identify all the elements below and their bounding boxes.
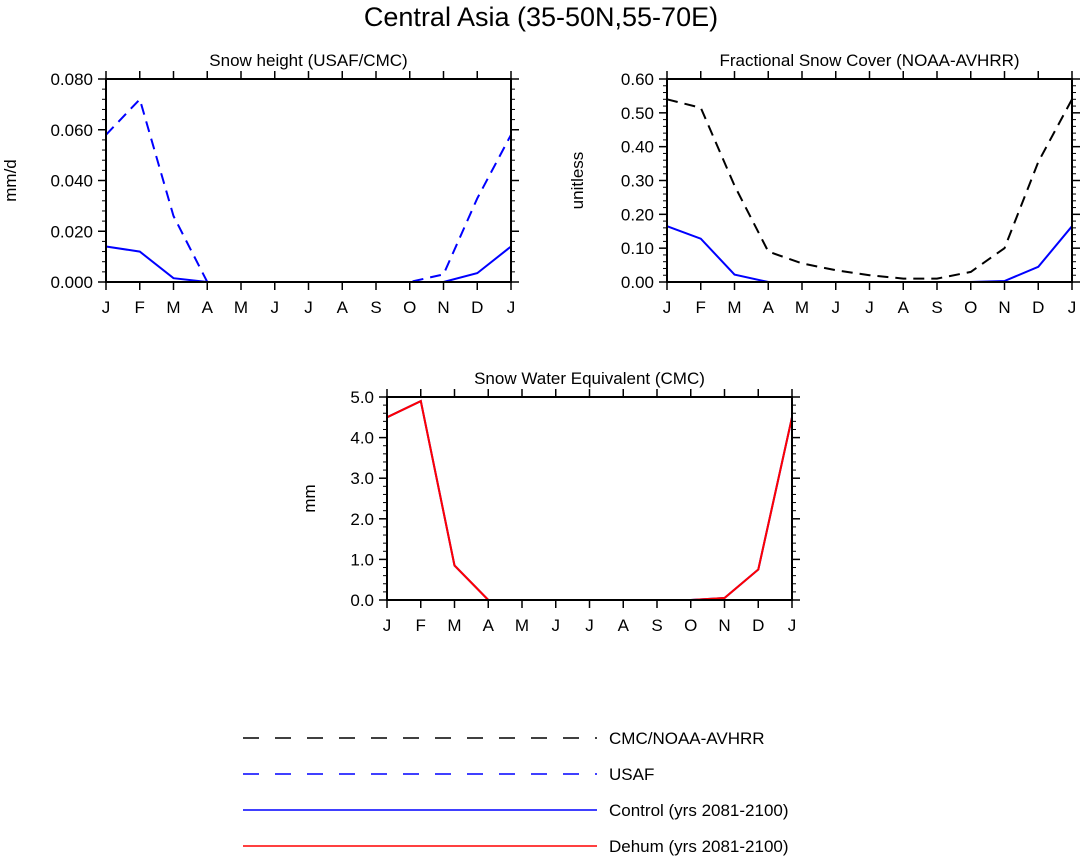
series-line-control-yrs-2081-2100 [666,225,1073,283]
series-line-control-yrs-2081-2100 [105,245,512,283]
x-tick-label: J [585,616,594,635]
y-tick-label: 5.0 [350,388,374,407]
x-tick-label: A [618,616,630,635]
y-tick-label: 0.060 [50,121,93,140]
x-tick-label: S [931,298,942,317]
legend: CMC/NOAA-AVHRR USAF Control (yrs 2081-2100… [243,729,789,856]
x-tick-label: N [437,298,449,317]
x-tick-label: J [788,616,797,635]
series-line-usaf [105,97,512,283]
x-tick-label: D [1032,298,1044,317]
legend-label: CMC/NOAA-AVHRR [609,729,765,748]
y-tick-label: 0.00 [621,273,654,292]
x-tick-label: M [234,298,248,317]
x-tick-label: A [202,298,214,317]
legend-item: Control (yrs 2081-2100) [243,801,789,820]
y-tick-label: 0.20 [621,205,654,224]
x-tick-label: J [383,616,392,635]
x-tick-label: J [832,298,841,317]
x-tick-label: D [752,616,764,635]
series-line-dehum-yrs-2081-2100 [386,399,793,601]
x-tick-label: F [416,616,426,635]
y-tick-label: 0.40 [621,138,654,157]
chart-panel-3: Snow Water Equivalent (CMC) mm J F M A M J J A S O N… [300,369,800,635]
chart-title: Snow height (USAF/CMC) [209,51,407,70]
y-tick-label: 0.000 [50,273,93,292]
chart-panels: Snow height (USAF/CMC)mm/dJ F M A M J J A S O N D J0… [1,51,1080,635]
x-tick-label: J [663,298,672,317]
y-tick-label: 2.0 [350,510,374,529]
chart-panel-1: Snow height (USAF/CMC)mm/dJ F M A M J J A S O N D J0… [1,51,519,317]
y-tick-label: 0.0 [350,591,374,610]
x-tick-label: A [898,298,910,317]
x-tick-label: O [403,298,416,317]
x-tick-label: M [727,298,741,317]
x-tick-label: S [370,298,381,317]
y-tick-label: 0.50 [621,104,654,123]
y-axis-label: mm [300,484,319,512]
y-tick-label: 0.040 [50,172,93,191]
y-tick-label: 1.0 [350,550,374,569]
x-tick-label: M [447,616,461,635]
figure-title: Central Asia (35-50N,55-70E) [364,2,718,32]
x-tick-label: J [865,298,874,317]
plot-frame [105,78,512,283]
x-tick-label: N [998,298,1010,317]
x-tick-label: N [718,616,730,635]
y-tick-label: 4.0 [350,429,374,448]
legend-item: USAF [243,765,654,784]
x-tick-label: M [515,616,529,635]
x-tick-label: D [471,298,483,317]
series-line-cmc-noaa-avhrr [666,98,1073,280]
x-tick-label: A [337,298,349,317]
x-tick-label: J [304,298,313,317]
plot-frame [386,396,793,601]
y-axis-label: unitless [568,152,587,210]
legend-label: Control (yrs 2081-2100) [609,801,789,820]
y-tick-label: 0.080 [50,70,93,89]
x-tick-label: J [552,616,561,635]
y-tick-label: 0.020 [50,222,93,241]
legend-label: Dehum (yrs 2081-2100) [609,837,789,856]
y-tick-label: 0.30 [621,172,654,191]
plot-frame [666,78,1073,283]
x-tick-label: J [102,298,111,317]
x-tick-label: F [696,298,706,317]
y-tick-label: 0.60 [621,70,654,89]
series-line-control-yrs-2081-2100 [386,399,793,601]
x-tick-label: A [763,298,775,317]
x-tick-label: O [964,298,977,317]
chart-title: Snow Water Equivalent (CMC) [474,369,705,388]
x-tick-label: J [1068,298,1077,317]
legend-label: USAF [609,765,654,784]
y-tick-label: 3.0 [350,469,374,488]
chart-title: Fractional Snow Cover (NOAA-AVHRR) [719,51,1019,70]
legend-item: CMC/NOAA-AVHRR [243,729,765,748]
x-tick-label: A [483,616,495,635]
x-tick-label: M [795,298,809,317]
x-tick-label: F [135,298,145,317]
chart-panel-2: Fractional Snow Cover (NOAA-AVHRR) unitle… [568,51,1080,317]
x-tick-label: M [166,298,180,317]
y-tick-label: 0.10 [621,239,654,258]
y-axis-label: mm/d [1,159,20,202]
x-tick-label: J [271,298,280,317]
x-tick-label: S [651,616,662,635]
x-tick-label: O [684,616,697,635]
legend-item: Dehum (yrs 2081-2100) [243,837,789,856]
x-tick-label: J [507,298,516,317]
